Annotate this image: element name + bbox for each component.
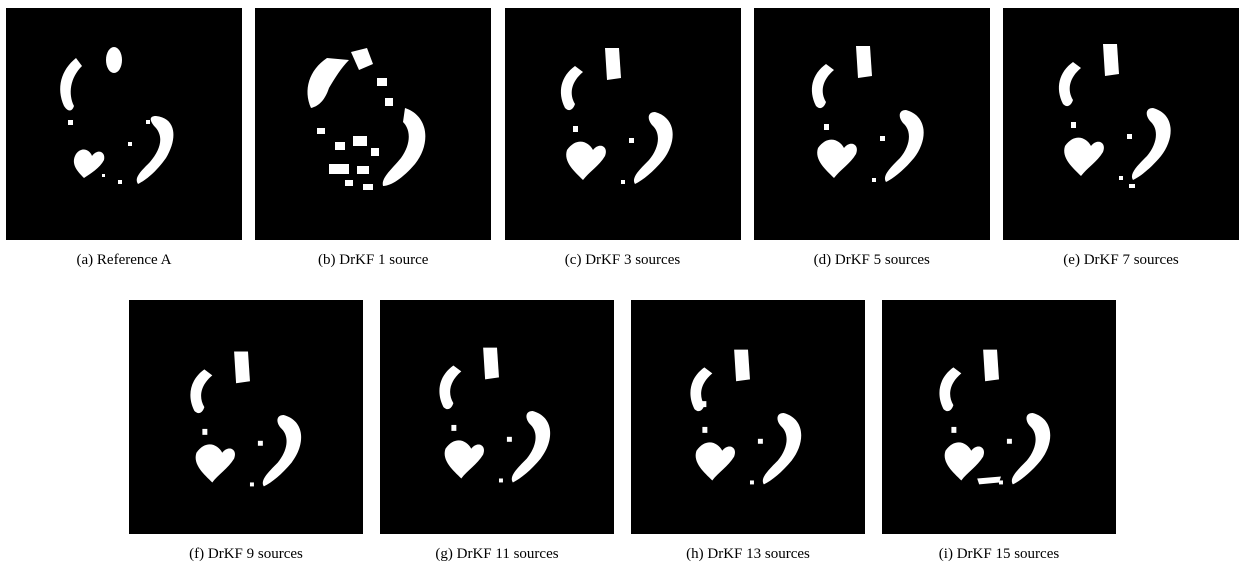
segmentation-image bbox=[380, 300, 614, 534]
panel-a: (a) Reference A bbox=[6, 8, 242, 269]
panel-e: (e) DrKF 7 sources bbox=[1003, 8, 1239, 269]
segmentation-image bbox=[882, 300, 1116, 534]
panel-caption: (f) DrKF 9 sources bbox=[189, 546, 303, 562]
panel-b: (b) DrKF 1 source bbox=[255, 8, 492, 269]
panel-i: (i) DrKF 15 sources bbox=[882, 300, 1116, 563]
figure-row-1: (a) Reference A (b) DrKF 1 source (c) Dr… bbox=[0, 8, 1245, 269]
panel-caption: (i) DrKF 15 sources bbox=[938, 546, 1060, 562]
panel-caption: (h) DrKF 13 sources bbox=[686, 546, 810, 562]
segmentation-image bbox=[129, 300, 363, 534]
segmentation-image bbox=[1003, 8, 1239, 240]
panel-h: (h) DrKF 13 sources bbox=[631, 300, 865, 563]
panel-caption: (c) DrKF 3 sources bbox=[564, 252, 681, 268]
figure-row-2: (f) DrKF 9 sources (g) DrKF 11 sources (… bbox=[0, 300, 1245, 563]
panel-caption: (b) DrKF 1 source bbox=[318, 252, 429, 268]
panel-caption: (e) DrKF 7 sources bbox=[1063, 252, 1179, 268]
segmentation-image bbox=[753, 8, 990, 240]
segmentation-image bbox=[504, 8, 741, 240]
panel-c: (c) DrKF 3 sources bbox=[504, 8, 741, 269]
segmentation-image bbox=[255, 8, 492, 240]
panel-f: (f) DrKF 9 sources bbox=[129, 300, 363, 563]
panel-g: (g) DrKF 11 sources bbox=[380, 300, 614, 563]
panel-caption: (g) DrKF 11 sources bbox=[435, 546, 559, 562]
panel-caption: (a) Reference A bbox=[76, 252, 172, 268]
panel-d: (d) DrKF 5 sources bbox=[753, 8, 990, 269]
segmentation-image bbox=[631, 300, 865, 534]
panel-caption: (d) DrKF 5 sources bbox=[813, 252, 930, 268]
segmentation-image bbox=[6, 8, 242, 240]
